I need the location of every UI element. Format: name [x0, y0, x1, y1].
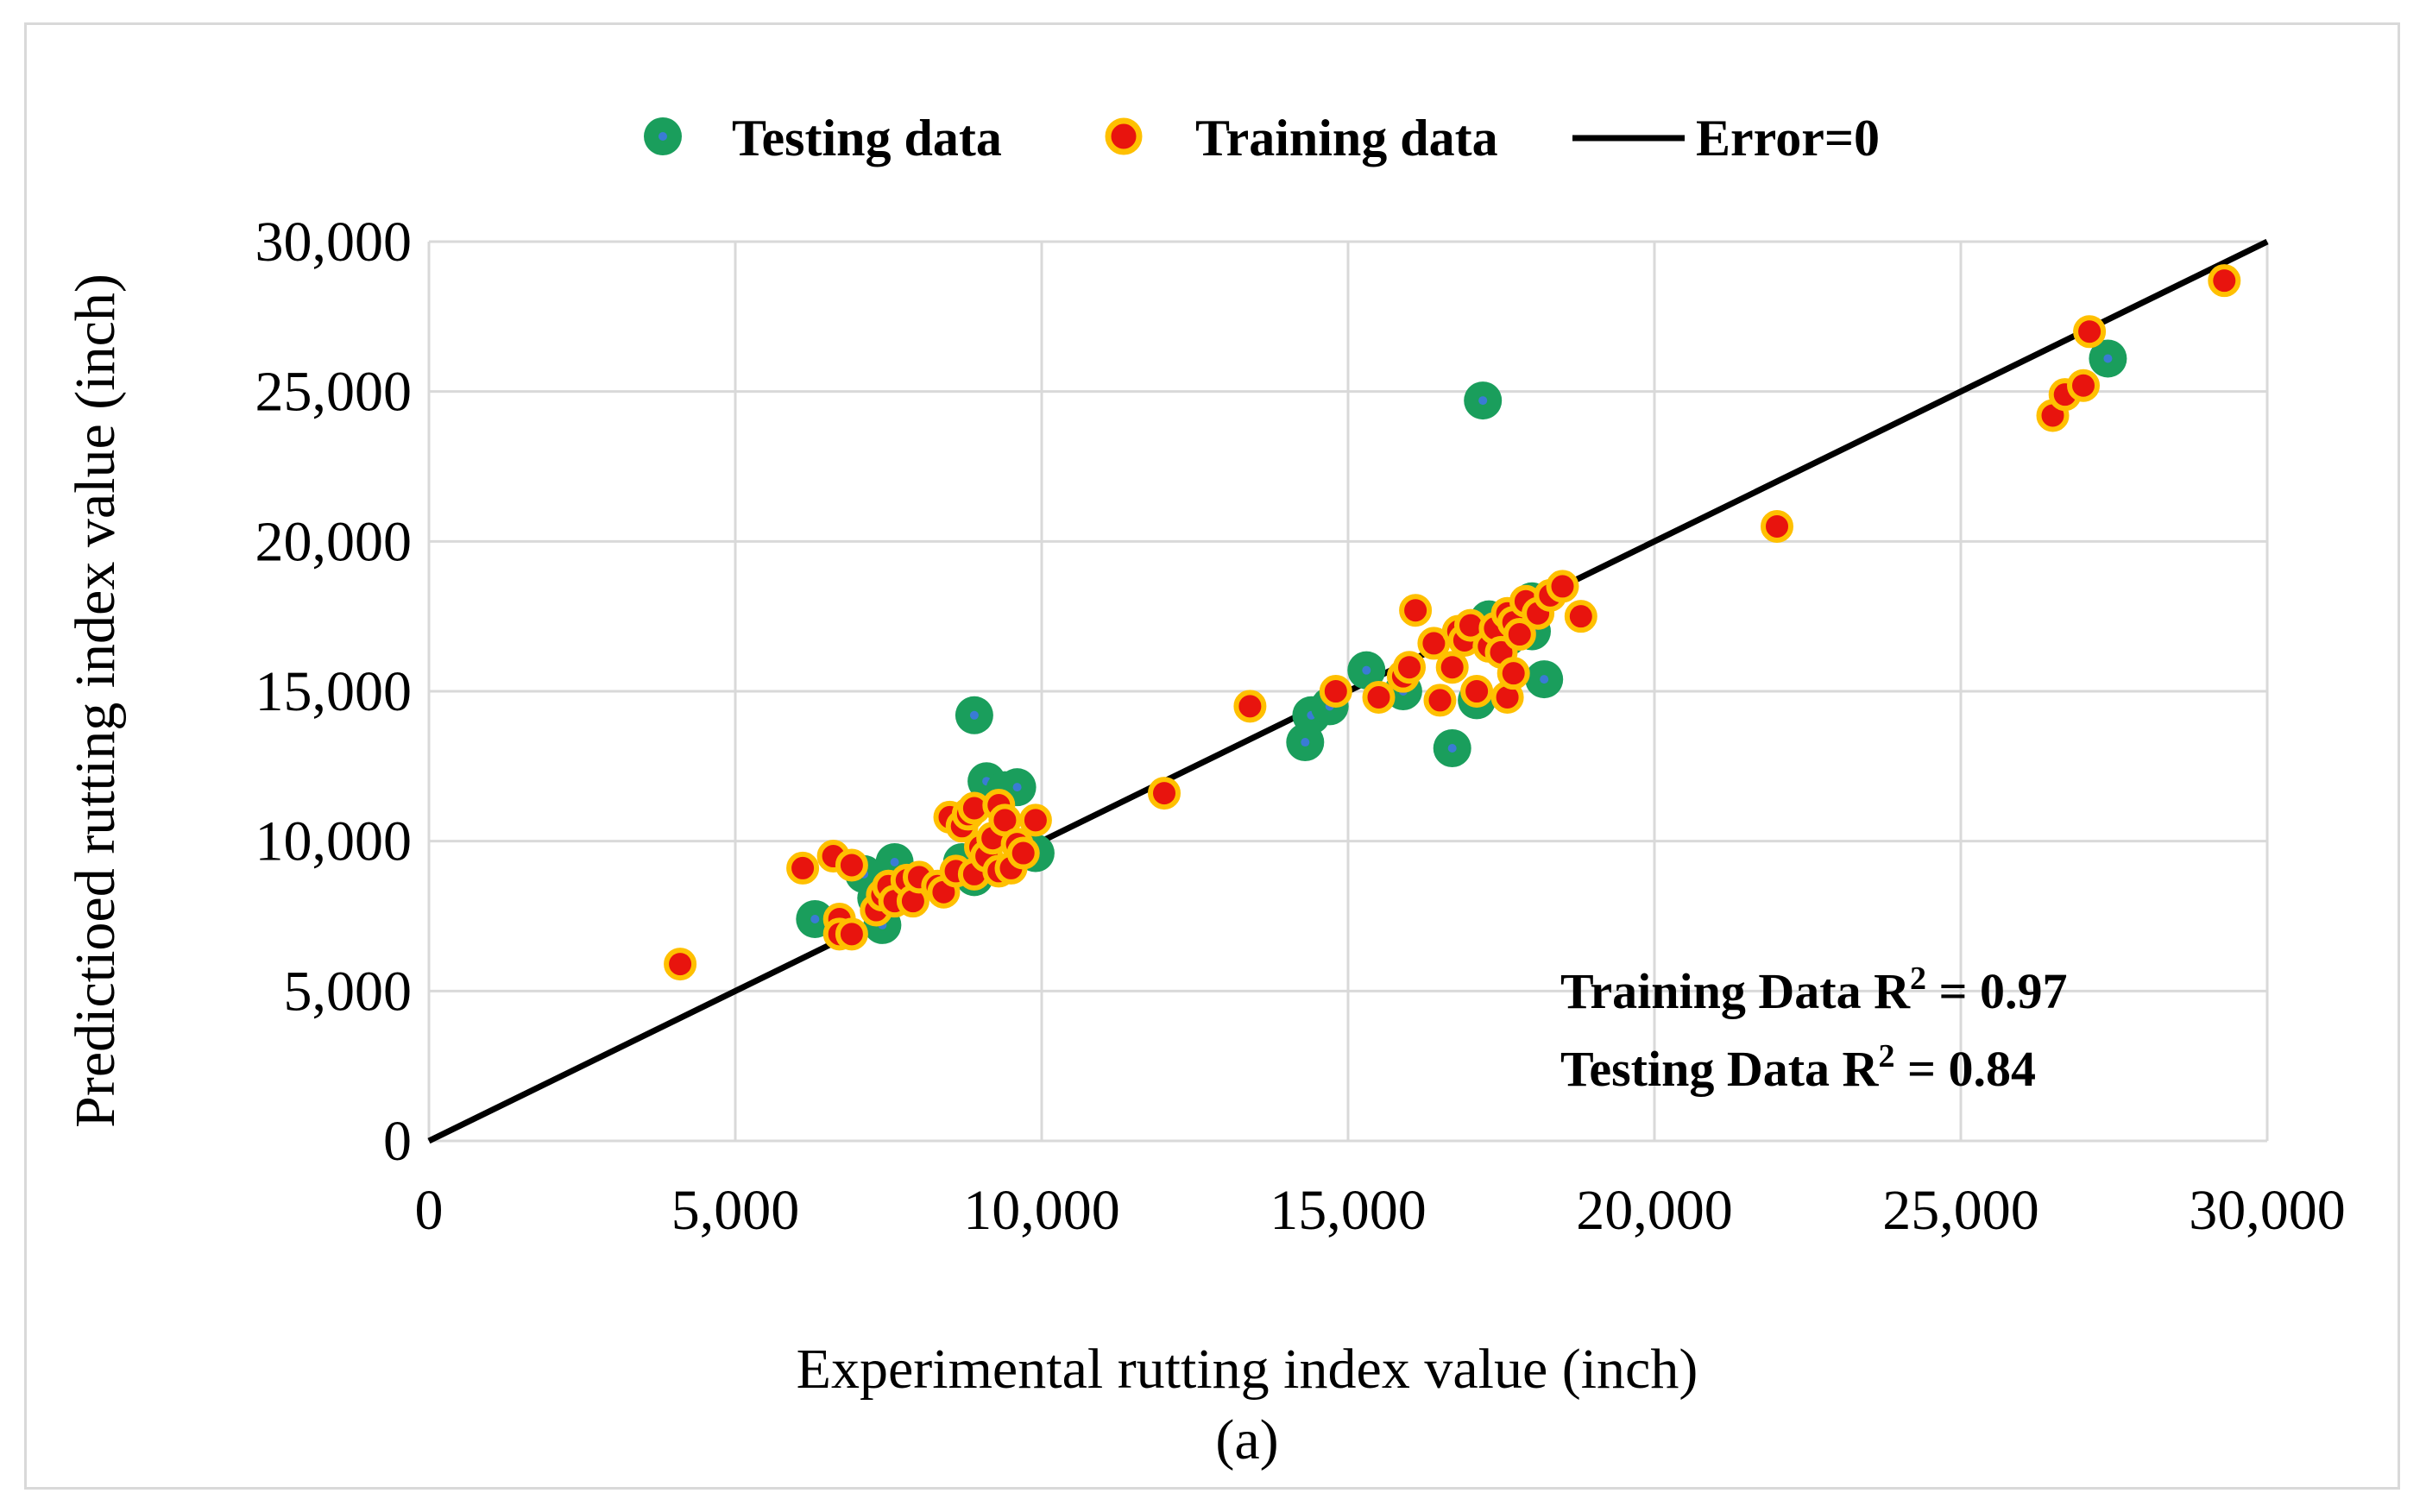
- legend-training-marker: [1105, 117, 1143, 155]
- axis-ticks: 0 5,000 10,000 15,000 20,000 25,000 30,000 0 5,0…: [255, 211, 2346, 1242]
- testing-data-point: [2089, 339, 2127, 378]
- training-data-point: [1399, 594, 1433, 627]
- y-tick-label: 10,000: [255, 810, 413, 873]
- x-tick-label: 25,000: [1882, 1179, 2039, 1242]
- x-tick-label: 20,000: [1576, 1179, 1733, 1242]
- data-points: [664, 264, 2241, 981]
- testing-r2-annotation: Testing Data R2 = 0.84: [1560, 1038, 2036, 1097]
- legend-testing-marker: [644, 117, 682, 155]
- training-r2-annotation: Training Data R2 = 0.97: [1560, 961, 2068, 1019]
- training-data-point: [2073, 315, 2107, 349]
- y-tick-label: 30,000: [255, 211, 413, 274]
- testing-data-point: [1347, 651, 1386, 690]
- training-data-point: [1319, 675, 1352, 708]
- y-tick-label: 15,000: [255, 660, 413, 723]
- training-data-point: [1497, 657, 1530, 690]
- training-data-point: [835, 848, 868, 882]
- training-data-point: [1460, 675, 1494, 708]
- y-tick-label: 20,000: [255, 510, 413, 573]
- figure-caption: (a): [1215, 1408, 1278, 1471]
- y-axis-title: Predictioed rutting index value (inch): [64, 274, 127, 1128]
- training-data-point: [1546, 570, 1579, 603]
- training-data-point: [1423, 684, 1457, 717]
- training-data-point: [2208, 264, 2241, 298]
- testing-data-point: [1525, 660, 1564, 699]
- x-axis-title: Experimental rutting index value (inch): [797, 1338, 1698, 1401]
- training-data-point: [2067, 369, 2100, 402]
- legend-error-label: Error=0: [1696, 110, 1880, 167]
- training-data-point: [1006, 836, 1040, 870]
- x-tick-label: 0: [415, 1179, 444, 1242]
- training-data-point: [664, 948, 697, 981]
- training-data-point: [1148, 777, 1181, 810]
- training-data-point: [1362, 680, 1396, 714]
- legend: Testing data Training data Error=0: [644, 110, 1880, 167]
- training-data-point: [1018, 803, 1052, 837]
- training-data-point: [835, 917, 868, 951]
- legend-testing-label: Testing data: [732, 110, 1002, 167]
- y-tick-label: 5,000: [284, 960, 413, 1023]
- training-data-point: [1564, 600, 1597, 633]
- y-tick-label: 25,000: [255, 361, 413, 424]
- x-tick-label: 30,000: [2189, 1179, 2346, 1242]
- legend-training-label: Training data: [1195, 110, 1498, 167]
- testing-data-point: [1464, 381, 1503, 420]
- training-data-point: [1393, 651, 1426, 684]
- x-tick-label: 15,000: [1270, 1179, 1427, 1242]
- testing-data-point: [1433, 728, 1471, 767]
- testing-data-point: [955, 696, 993, 734]
- training-data-point: [1761, 509, 1793, 543]
- y-tick-label: 0: [383, 1110, 412, 1173]
- x-tick-label: 5,000: [671, 1179, 800, 1242]
- training-data-point: [1435, 651, 1469, 684]
- training-data-point: [1503, 618, 1536, 652]
- training-data-point: [1233, 690, 1267, 723]
- training-data-point: [786, 851, 820, 885]
- x-tick-label: 10,000: [963, 1179, 1120, 1242]
